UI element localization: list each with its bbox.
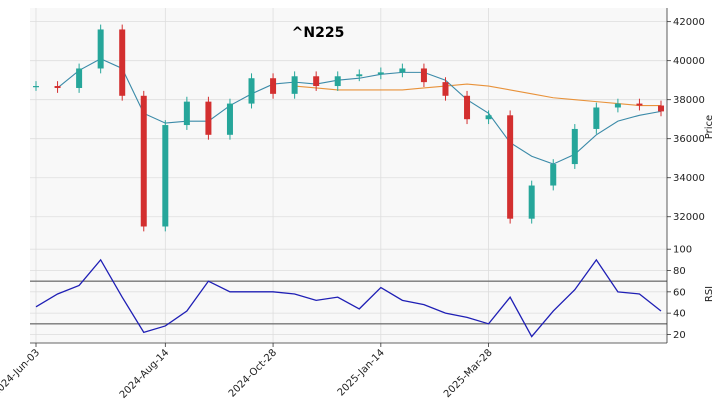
candle-body	[420, 68, 427, 83]
date-tick-label: 2024-Aug-14	[118, 347, 172, 401]
candle-body	[528, 185, 535, 219]
rsi-tick-label: 80	[673, 266, 686, 277]
date-tick-label: 2025-Mar-28	[442, 347, 495, 400]
candle-body	[97, 29, 104, 69]
candle-body	[119, 29, 126, 96]
candle-body	[334, 76, 341, 87]
price-axis-title: Price	[704, 115, 715, 139]
candle-body	[76, 68, 83, 88]
candle-body	[33, 86, 39, 88]
candle-body	[226, 103, 233, 135]
candle-body	[377, 72, 384, 75]
candle-body	[464, 95, 471, 120]
candle-body	[593, 107, 600, 129]
price-tick-label: 36000	[673, 134, 705, 145]
candle-body	[356, 74, 363, 77]
price-tick-label: 42000	[673, 17, 705, 28]
candle-body	[54, 86, 61, 88]
candle-body	[550, 164, 557, 186]
rsi-tick-label: 100	[673, 245, 692, 256]
date-tick-label: 2024-Oct-28	[227, 347, 279, 399]
candle-body	[248, 78, 255, 104]
price-tick-label: 38000	[673, 95, 705, 106]
candle-body	[162, 125, 169, 227]
candle-body	[614, 103, 621, 108]
candle-body	[571, 128, 578, 165]
rsi-line	[35, 258, 662, 338]
rsi-tick-label: 20	[673, 330, 686, 341]
price-tick-label: 40000	[673, 56, 705, 67]
ma-long-line	[294, 83, 661, 107]
candle-body	[658, 105, 664, 112]
date-tick-label: 2024-Jun-03	[0, 347, 42, 398]
rsi-tick-label: 60	[673, 287, 686, 298]
candle-body	[183, 101, 190, 126]
candle-body	[399, 68, 406, 73]
price-tick-label: 32000	[673, 212, 705, 223]
price-tick-label: 34000	[673, 173, 705, 184]
rsi-tick-label: 40	[673, 309, 686, 320]
candle-body	[205, 101, 212, 135]
candle-body	[270, 78, 277, 94]
candle-body	[442, 82, 449, 96]
candle-body	[636, 103, 643, 106]
candlesticks	[33, 24, 664, 232]
rsi-panel-background	[30, 246, 667, 343]
chart-title: ^N225	[292, 25, 345, 41]
candle-body	[313, 76, 320, 87]
candle-body	[140, 95, 147, 227]
rsi-series	[30, 258, 667, 338]
candle-body	[507, 115, 514, 219]
candle-body	[485, 115, 492, 120]
price-panel-background	[30, 8, 667, 246]
candle-body	[291, 76, 298, 94]
date-tick-label: 2025-Jan-14	[336, 347, 387, 398]
rsi-axis-title: RSI	[704, 286, 715, 302]
